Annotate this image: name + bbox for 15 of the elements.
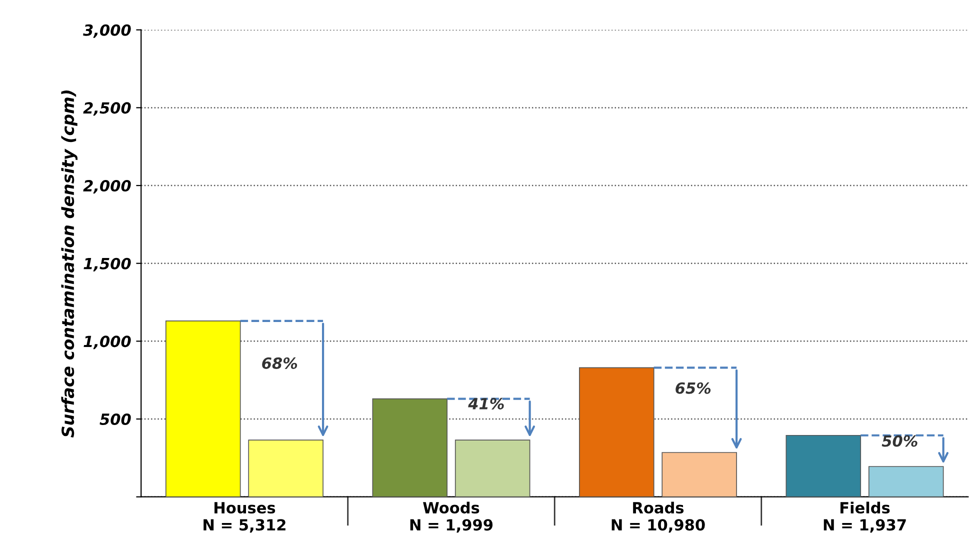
- y-tick-label: 3,000: [83, 24, 131, 38]
- x-tick-label: Roads N = 10,980: [612, 502, 705, 533]
- annotation: 65%: [676, 382, 711, 394]
- x-tick-label: Houses N = 5,312: [204, 502, 286, 533]
- y-tick-label: 500: [100, 413, 131, 426]
- annotation: 68%: [262, 357, 298, 369]
- annotation: 50%: [882, 435, 918, 447]
- y-axis-title: Surface contamination density (cpm): [61, 90, 78, 438]
- y-tick-label: 1,000: [84, 336, 131, 350]
- annotation: 41%: [468, 398, 504, 410]
- y-tick-label: 1,500: [84, 258, 131, 272]
- y-tick-label: 2,500: [83, 102, 131, 116]
- x-tick-label: Woods N = 1,999: [410, 502, 493, 533]
- x-tick-label: Fields N = 1,937: [824, 502, 906, 533]
- y-tick-label: 2,000: [83, 180, 131, 194]
